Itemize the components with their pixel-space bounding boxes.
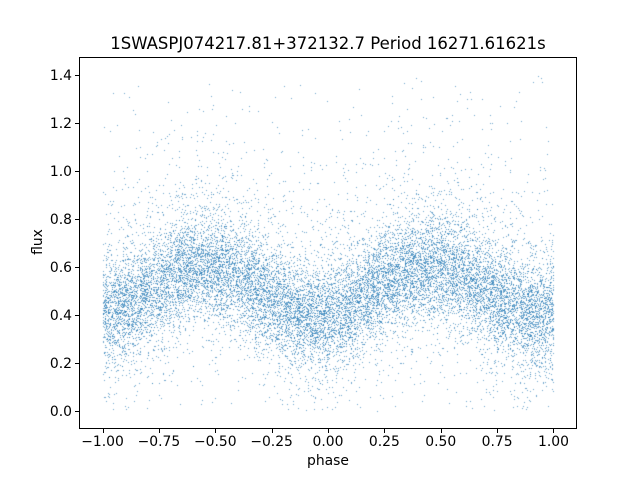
y-tick-mark <box>75 411 79 413</box>
x-tick-mark <box>102 429 104 433</box>
y-tick-label: 0.8 <box>49 211 72 228</box>
scatter-points-canvas <box>80 58 576 428</box>
y-tick-mark <box>75 170 79 172</box>
x-tick-mark <box>497 429 499 433</box>
y-tick-mark <box>75 315 79 317</box>
plot-area <box>79 57 577 429</box>
x-tick-label: −0.25 <box>250 434 293 450</box>
y-axis-label: flux <box>30 229 46 255</box>
x-tick-label: −0.50 <box>193 434 237 450</box>
y-tick-label: 1.2 <box>49 115 72 132</box>
x-tick-label: 0.50 <box>425 434 457 450</box>
x-tick-mark <box>158 429 160 433</box>
y-tick-mark <box>75 363 79 365</box>
x-tick-mark <box>440 429 442 433</box>
y-tick-label: 0.0 <box>49 404 72 421</box>
y-tick-label: 0.2 <box>49 356 72 373</box>
x-tick-mark <box>553 429 555 433</box>
x-tick-label: 0.25 <box>368 434 400 450</box>
x-tick-label: 1.00 <box>537 434 569 450</box>
x-tick-mark <box>271 429 273 433</box>
x-tick-label: 0.75 <box>481 434 513 450</box>
y-tick-label: 1.4 <box>49 67 72 84</box>
y-tick-mark <box>75 122 79 124</box>
x-tick-mark <box>328 429 329 433</box>
x-tick-label: −0.75 <box>137 434 181 450</box>
y-tick-label: 1.0 <box>49 163 72 180</box>
x-tick-mark <box>215 429 217 433</box>
x-tick-label: −1.00 <box>81 434 124 450</box>
x-tick-label: 0.00 <box>312 434 344 450</box>
x-axis-label: phase <box>307 453 349 469</box>
y-tick-mark <box>75 267 79 269</box>
x-tick-mark <box>384 429 386 433</box>
chart-title: 1SWASPJ074217.81+372132.7 Period 16271.6… <box>110 34 546 53</box>
y-tick-mark <box>75 74 79 76</box>
y-tick-label: 0.6 <box>49 260 72 277</box>
y-tick-label: 0.4 <box>49 308 72 325</box>
y-tick-mark <box>75 218 79 220</box>
